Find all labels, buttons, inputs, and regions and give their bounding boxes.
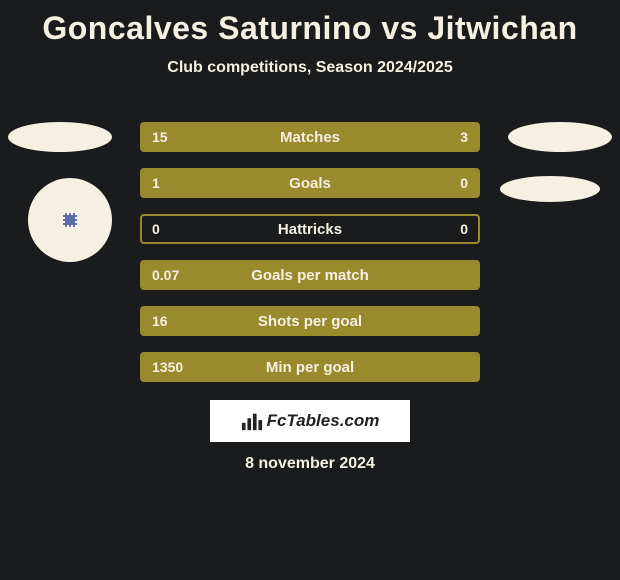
bar-label: Goals per match [142,267,478,284]
stat-row: Goals per match0.07 [140,260,480,290]
bar-label: Goals [142,175,478,192]
bar-value-right: 0 [460,221,468,237]
fctables-logo: FcTables.com [210,400,410,442]
bar-label: Min per goal [142,359,478,376]
player-right-badge [508,122,612,152]
stat-row: Min per goal1350 [140,352,480,382]
club-left-badge [28,178,112,262]
bar-label: Matches [142,129,478,146]
bar-value-left: 1350 [152,359,183,375]
stat-row: Goals1 0 [140,168,480,198]
bar-value-left: 16 [152,313,168,329]
bar-value-right: 3 [460,129,468,145]
bar-value-left: 0 [152,221,160,237]
fctables-text: FcTables.com [267,411,380,431]
stat-row: Shots per goal16 [140,306,480,336]
stat-row: Hattricks0 0 [140,214,480,244]
bars-icon [241,411,263,431]
bar-value-left: 1 [152,175,160,191]
subtitle: Club competitions, Season 2024/2025 [0,59,620,77]
player-left-badge [8,122,112,152]
page-title: Goncalves Saturnino vs Jitwichan [0,0,620,47]
bar-label: Hattricks [142,221,478,238]
bar-value-right: 0 [460,175,468,191]
stat-row: Matches15 3 [140,122,480,152]
bar-value-left: 0.07 [152,267,179,283]
bar-value-left: 15 [152,129,168,145]
club-right-badge [500,176,600,202]
stat-bars: Matches153Goals10Hattricks00Goals per ma… [140,122,480,398]
bar-label: Shots per goal [142,313,478,330]
club-crest-icon [63,213,77,227]
date-text: 8 november 2024 [0,455,620,473]
